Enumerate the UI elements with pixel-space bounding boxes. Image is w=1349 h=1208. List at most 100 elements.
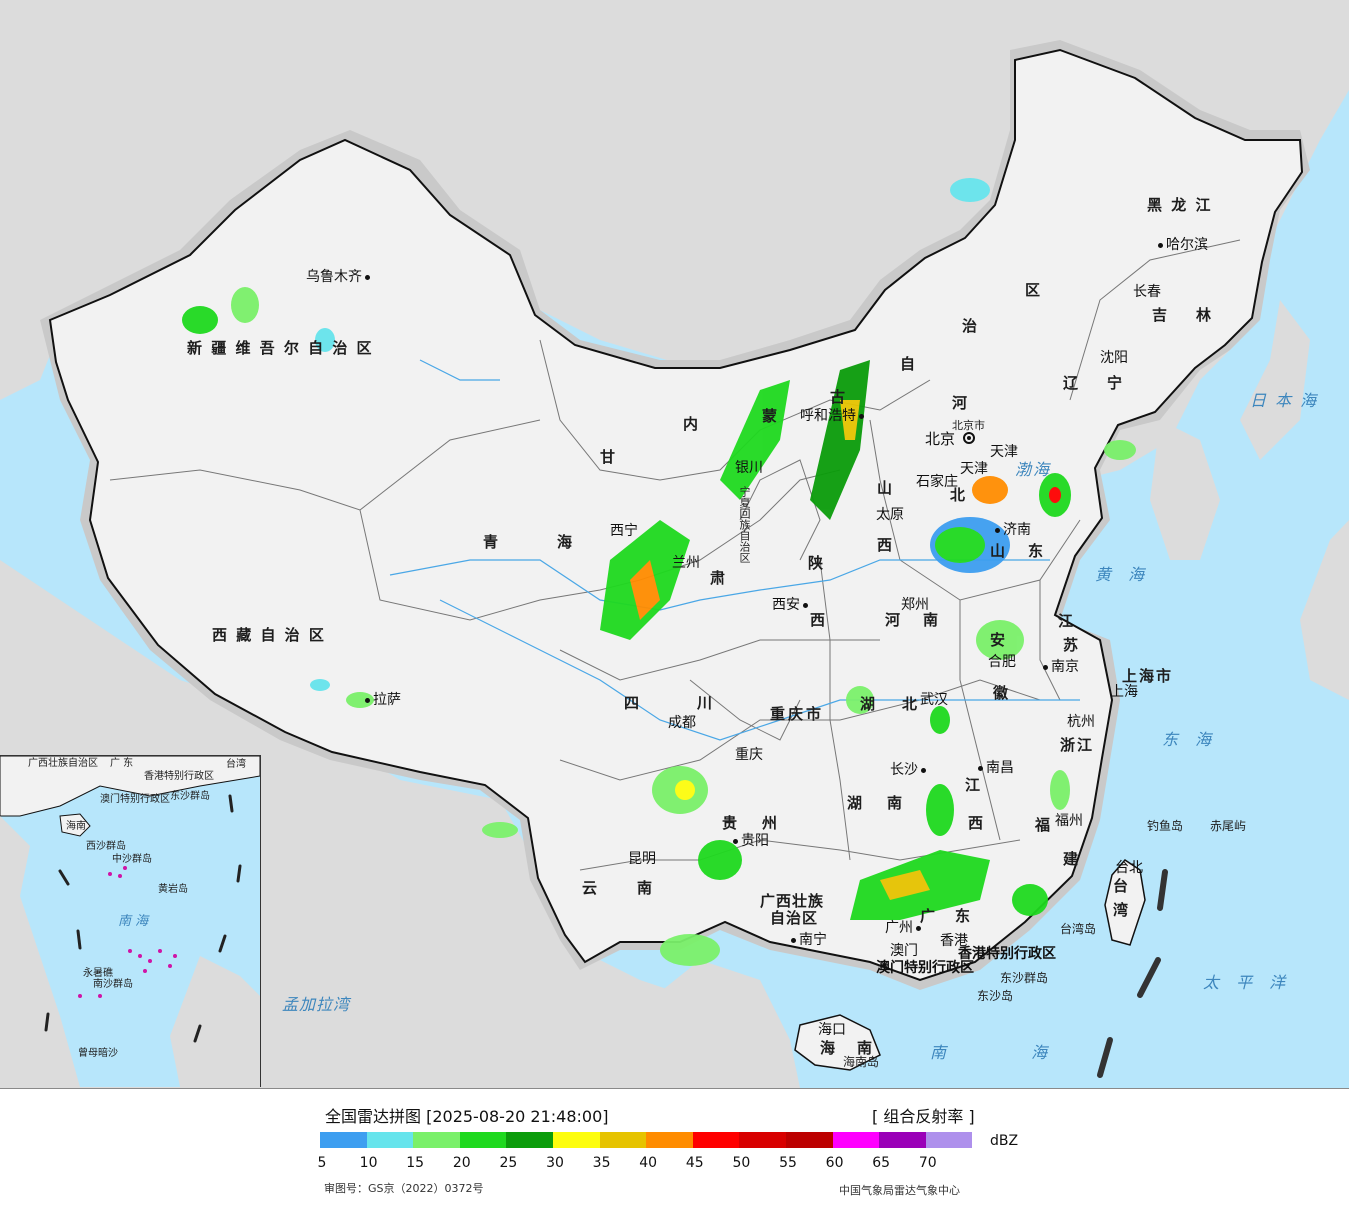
inset-hk: 香港特别行政区 <box>144 771 214 782</box>
color-bar-tick: 40 <box>639 1155 658 1171</box>
city-yinchuan: 银川 <box>735 460 763 476</box>
region-fujian-2: 建 <box>1063 850 1081 868</box>
land-southeast-asia <box>600 960 800 1088</box>
region-neimenggu-6: 区 <box>1025 281 1043 299</box>
region-henan-2: 南 <box>923 611 941 629</box>
inset-canvas <box>0 756 260 1087</box>
city-nanning: 南宁 <box>788 932 827 948</box>
region-xinjiang: 新 疆 维 吾 尔 自 治 区 <box>187 339 374 357</box>
island-dongsha: 东沙群岛 <box>1000 971 1049 985</box>
color-swatch <box>366 1132 414 1148</box>
color-swatch <box>692 1132 740 1148</box>
south-china-sea-inset: 广 东 香港特别行政区 澳门特别行政区 东沙群岛 台湾 海南 西沙群岛 中沙群岛… <box>0 755 261 1087</box>
city-fuzhou: 福州 <box>1055 813 1083 829</box>
region-guizhou-2: 州 <box>762 814 780 832</box>
color-swatch <box>506 1132 553 1148</box>
color-swatch <box>599 1132 647 1148</box>
region-anhui-1: 安 <box>990 631 1008 649</box>
hainan-island <box>794 1014 881 1071</box>
city-xining: 西宁 <box>610 523 638 539</box>
region-neimenggu-5: 治 <box>962 317 980 335</box>
city-wuhan: 武汉 <box>920 692 948 708</box>
region-yunnan-1: 云 <box>582 879 600 897</box>
region-hebei-2: 北 <box>950 486 968 504</box>
city-haerbin: 哈尔滨 <box>1155 237 1208 253</box>
region-guangdong-1: 广 <box>920 907 938 925</box>
region-shanxi-1: 山 <box>877 479 895 497</box>
color-swatch <box>413 1132 460 1148</box>
city-zhengzhou: 郑州 <box>901 597 929 613</box>
region-beijing-small: 北京市 <box>952 419 985 432</box>
city-hangzhou: 杭州 <box>1067 714 1095 730</box>
region-shandong-1: 山 <box>990 542 1008 560</box>
region-beijing: 北京 <box>925 430 956 448</box>
region-gansu-2: 肃 <box>710 569 728 587</box>
color-bar-tick: 20 <box>452 1155 471 1171</box>
region-xizang: 西 藏 自 治 区 <box>212 626 326 644</box>
radar-echoes <box>182 178 1136 966</box>
color-bar-tick: 35 <box>592 1155 611 1171</box>
legend-product: [ 组合反射率 ] <box>872 1107 975 1126</box>
sea-donghai: 东 海 <box>1162 730 1218 749</box>
island-dongsha-2: 东沙岛 <box>977 989 1014 1003</box>
region-shandong-2: 东 <box>1028 542 1046 560</box>
region-liaoning-1: 辽 <box>1063 374 1081 392</box>
island-diaoyu: 钓鱼岛 <box>1147 819 1184 833</box>
city-jinan: 济南 <box>992 522 1031 538</box>
city-urumqi: 乌鲁木齐 <box>306 269 373 285</box>
city-chengdu: 成都 <box>668 715 696 731</box>
legend-title: 全国雷达拼图 [2025-08-20 21:48:00] <box>325 1107 609 1126</box>
city-hefei: 合肥 <box>988 654 1016 670</box>
region-ningxia: 宁夏回族自治区 <box>738 486 751 563</box>
region-hebei-1: 河 <box>952 394 970 412</box>
region-hainan-1: 海 <box>820 1039 838 1057</box>
region-heilongjiang: 黑 龙 江 <box>1147 196 1213 214</box>
color-bar-tick: 55 <box>779 1155 797 1171</box>
region-henan-1: 河 <box>885 611 903 629</box>
region-yunnan-2: 南 <box>637 879 655 897</box>
region-jiangxi-2: 西 <box>968 814 986 832</box>
color-bar-tick: 30 <box>546 1155 564 1171</box>
land-korea-japan <box>1150 300 1349 700</box>
color-bar-tick: 50 <box>732 1155 751 1171</box>
region-taiwan-1: 台 <box>1113 877 1131 895</box>
city-nanchang: 南昌 <box>975 760 1014 776</box>
color-bar-tick: 5 <box>317 1155 327 1171</box>
inset-xisha: 西沙群岛 <box>86 841 126 852</box>
region-neimenggu-4: 自 <box>900 355 918 373</box>
region-jiangsu-1: 江 <box>1058 612 1076 630</box>
review-number: 审图号：GS京（2022）0372号 <box>324 1182 484 1195</box>
region-neimenggu-3: 古 <box>830 388 848 406</box>
region-neimenggu-2: 蒙 <box>762 407 780 425</box>
color-bar-tick: 25 <box>499 1155 518 1171</box>
color-bar-tick: 10 <box>359 1155 378 1171</box>
city-macau: 澳门 <box>890 943 918 959</box>
capital-marker-icon <box>963 432 975 444</box>
region-shanghai: 上海市 <box>1122 667 1174 685</box>
region-anhui-2: 徽 <box>993 684 1011 702</box>
legend-panel: 全国雷达拼图 [2025-08-20 21:48:00] [ 组合反射率 ] 5… <box>0 1089 1349 1208</box>
region-hk-sar: 香港特别行政区 <box>958 946 1056 962</box>
city-guiyang: 贵阳 <box>730 833 769 849</box>
region-neimenggu-1: 内 <box>683 415 701 433</box>
inset-guangdong: 广 东 <box>110 758 134 769</box>
region-hunan-2: 南 <box>887 794 905 812</box>
city-taibei: 台北 <box>1115 860 1143 876</box>
inset-nansha: 南沙群岛 <box>93 979 133 990</box>
city-lhasa: 拉萨 <box>362 692 401 708</box>
region-jilin-2: 林 <box>1196 306 1214 324</box>
sea-taipingyang: 太 平 洋 <box>1203 973 1292 992</box>
region-sichuan-1: 四 <box>624 694 642 712</box>
city-lanzhou: 兰州 <box>672 555 700 571</box>
region-shaanxi-2: 西 <box>810 611 828 629</box>
city-taiyuan: 太原 <box>876 507 904 523</box>
sea-bohai: 渤海 <box>1015 460 1052 479</box>
taiwan-island <box>1104 859 1146 946</box>
region-liaoning-2: 宁 <box>1107 374 1125 392</box>
region-qinghai-2: 海 <box>557 533 575 551</box>
region-hunan-1: 湖 <box>847 794 865 812</box>
inset-hainan: 海南 <box>66 821 86 832</box>
inset-nanhai: 南 海 <box>118 914 149 929</box>
sea-huanghai: 黄 海 <box>1095 565 1151 584</box>
region-guangxi-2: 自治区 <box>770 909 819 927</box>
